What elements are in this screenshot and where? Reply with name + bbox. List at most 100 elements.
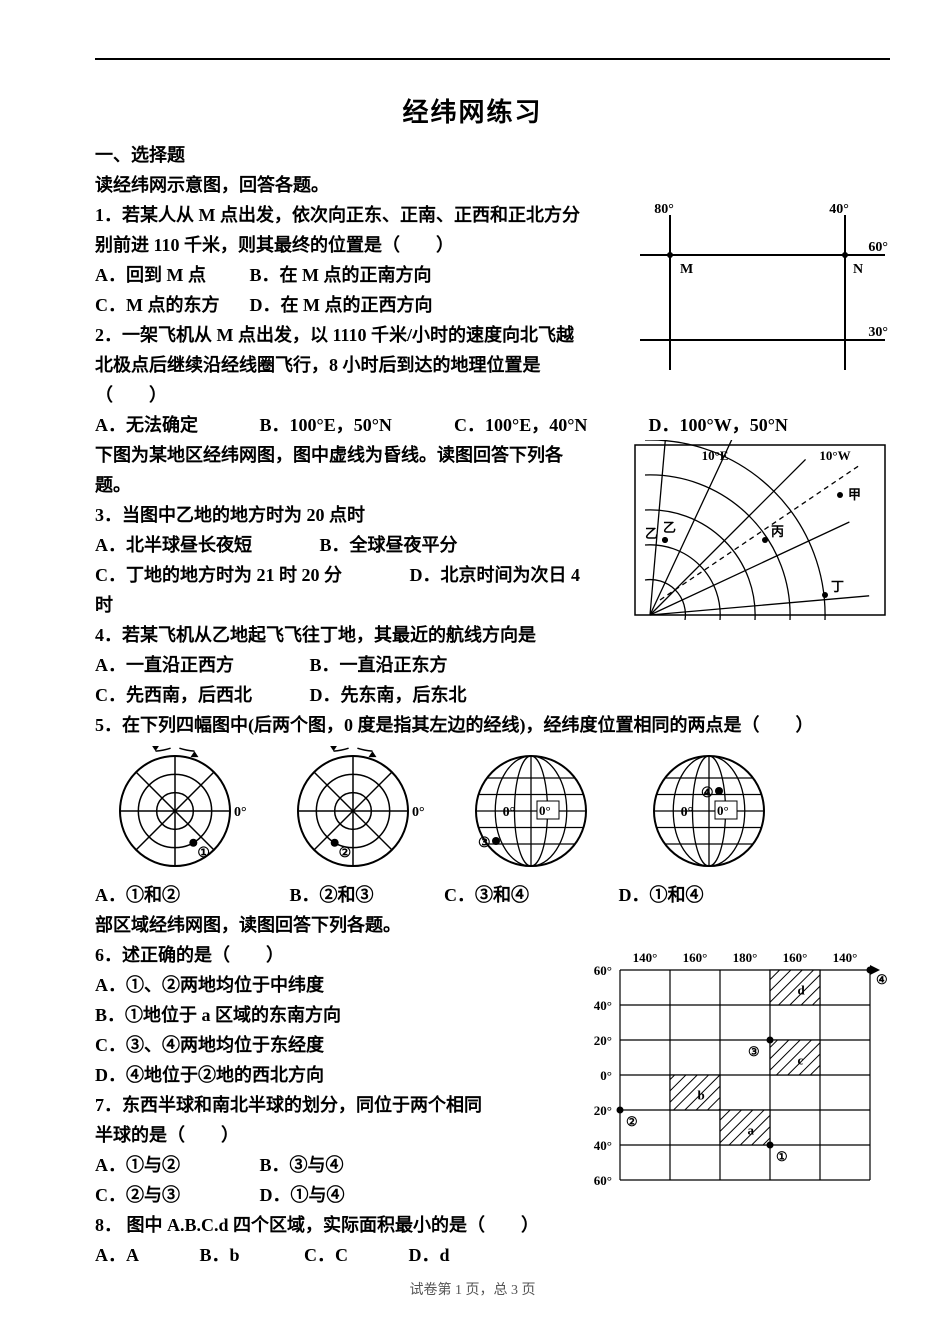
q4-optB: B．一直沿正东方	[310, 650, 448, 680]
q8-optC: C．C	[304, 1240, 404, 1270]
q1-stem-l1: 1．若某人从 M 点出发，依次向正东、正南、正西和正北方分	[95, 200, 622, 230]
q5-optD: D．①和④	[619, 880, 704, 910]
q2-optC: C．100°E，40°N	[454, 410, 644, 440]
svg-text:0°: 0°	[681, 805, 694, 820]
q2-optB: B．100°E，50°N	[260, 410, 450, 440]
q3-stem: 3．当图中乙地的地方时为 20 点时	[95, 500, 622, 530]
q5-optB: B．②和③	[290, 880, 440, 910]
q1-opts-ab: A．回到 M 点 B．在 M 点的正南方向	[95, 260, 622, 290]
figure-1: 80°40°60°30°MN	[630, 200, 890, 380]
svg-text:0°: 0°	[539, 803, 551, 818]
fig2-svg: 10°E10°W甲乙乙丙丁	[630, 440, 890, 620]
svg-text:②: ②	[339, 846, 352, 861]
figure-2: 10°E10°W甲乙乙丙丁	[630, 440, 890, 620]
q4-optA: A．一直沿正西方	[95, 650, 305, 680]
svg-text:20°: 20°	[594, 1033, 612, 1048]
q5-opts: A．①和② B．②和③ C．③和④ D．①和④	[95, 880, 890, 910]
q6-stem: 6．述正确的是（ ）	[95, 940, 552, 970]
svg-text:M: M	[680, 262, 693, 277]
q5-optA: A．①和②	[95, 880, 285, 910]
q6-optD: D．④地位于②地的西北方向	[95, 1060, 552, 1090]
grid-figure: 140°160°180°160°140°60°40°20°0°20°40°60°…	[560, 940, 890, 1200]
q3-q4-block: 下图为某地区经纬网图，图中虚线为昏线。读图回答下列各 题。 3．当图中乙地的地方…	[95, 440, 890, 620]
q4-opts-cd: C．先西南，后西北 D．先东南，后东北	[95, 680, 890, 710]
svg-text:c: c	[798, 1053, 804, 1068]
q6-optB: B．①地位于 a 区域的东南方向	[95, 1000, 552, 1030]
q3-q4-text: 下图为某地区经纬网图，图中虚线为昏线。读图回答下列各 题。 3．当图中乙地的地方…	[95, 440, 622, 620]
svg-text:80°: 80°	[654, 202, 674, 217]
svg-text:甲: 甲	[848, 487, 861, 502]
globe-figures: 0°① 0°② 0°0°③ 0°0°④	[95, 746, 890, 876]
q8-optD: D．d	[409, 1240, 450, 1270]
q6-q7-text: 6．述正确的是（ ） A．①、②两地均位于中纬度 B．①地位于 a 区域的东南方…	[95, 940, 552, 1210]
svg-text:0°: 0°	[717, 803, 729, 818]
globe-2: 0° ②	[273, 746, 433, 876]
intro2-l2: 题。	[95, 470, 622, 500]
doc-title: 经纬网练习	[0, 92, 945, 129]
svg-text:60°: 60°	[594, 963, 612, 978]
svg-text:20°: 20°	[594, 1103, 612, 1118]
q7-optC: C．②与③	[95, 1180, 255, 1210]
svg-text:160°: 160°	[783, 950, 808, 965]
svg-text:40°: 40°	[829, 202, 849, 217]
q2-optA: A．无法确定	[95, 410, 255, 440]
q2-stem-l2: 北极点后继续沿经线圈飞行，8 小时后到达的地理位置是	[95, 350, 622, 380]
q4-opts-ab: A．一直沿正西方 B．一直沿正东方	[95, 650, 890, 680]
svg-text:b: b	[698, 1088, 705, 1103]
svg-text:0°: 0°	[503, 805, 516, 820]
svg-text:丁: 丁	[831, 579, 844, 594]
q7-optD: D．①与④	[260, 1180, 345, 1210]
intro2-l1: 下图为某地区经纬网图，图中虚线为昏线。读图回答下列各	[95, 440, 622, 470]
q7-opts-ab: A．①与② B．③与④	[95, 1150, 552, 1180]
svg-text:③: ③	[748, 1044, 760, 1059]
globe-4: 0°0°④	[629, 746, 789, 876]
svg-text:N: N	[853, 262, 863, 277]
q3-optC: C．丁地的地方时为 21 时 20 分	[95, 560, 405, 590]
q1-optA: A．回到 M 点	[95, 260, 245, 290]
svg-text:0°: 0°	[234, 805, 247, 820]
svg-text:乙: 乙	[645, 526, 658, 541]
svg-text:60°: 60°	[594, 1173, 612, 1188]
q3-optB: B．全球昼夜平分	[320, 530, 458, 560]
svg-text:10°W: 10°W	[819, 448, 850, 463]
q6-q7-block: 6．述正确的是（ ） A．①、②两地均位于中纬度 B．①地位于 a 区域的东南方…	[95, 940, 890, 1210]
q7-optA: A．①与②	[95, 1150, 255, 1180]
q5-optC: C．③和④	[444, 880, 614, 910]
q6-optA: A．①、②两地均位于中纬度	[95, 970, 552, 1000]
q4-optC: C．先西南，后西北	[95, 680, 305, 710]
q8-stem: 8． 图中 A.B.C.d 四个区域，实际面积最小的是（ ）	[95, 1210, 890, 1240]
q3-optD: D．北京时间为次日 4	[410, 560, 581, 590]
svg-text:180°: 180°	[733, 950, 758, 965]
q2-opts: A．无法确定 B．100°E，50°N C．100°E，40°N D．100°W…	[95, 410, 890, 440]
q3-opts-ab: A．北半球昼长夜短 B．全球昼夜平分	[95, 530, 622, 560]
q1-opts-cd: C．M 点的东方 D．在 M 点的正西方向	[95, 290, 622, 320]
top-rule	[95, 58, 890, 60]
intro-3: 部区域经纬网图，读图回答下列各题。	[95, 910, 890, 940]
svg-text:①: ①	[197, 846, 210, 861]
svg-text:160°: 160°	[683, 950, 708, 965]
svg-text:④: ④	[876, 972, 888, 987]
section-heading: 一、选择题	[95, 140, 890, 170]
svg-text:②: ②	[626, 1114, 638, 1129]
q4-optD: D．先东南，后东北	[310, 680, 467, 710]
grid-svg: 140°160°180°160°140°60°40°20°0°20°40°60°…	[560, 940, 890, 1200]
q2-optD: D．100°W，50°N	[649, 410, 788, 440]
svg-text:40°: 40°	[594, 998, 612, 1013]
q6-optC: C．③、④两地均位于东经度	[95, 1030, 552, 1060]
svg-text:a: a	[748, 1123, 755, 1138]
svg-text:40°: 40°	[594, 1138, 612, 1153]
svg-text:0°: 0°	[412, 805, 425, 820]
content-area: 一、选择题 读经纬网示意图，回答各题。 1．若某人从 M 点出发，依次向正东、正…	[95, 140, 890, 1270]
q8-optA: A．A	[95, 1240, 195, 1270]
q8-opts: A．A B．b C．C D．d	[95, 1240, 890, 1270]
q2-stem-l3: （ ）	[95, 380, 622, 410]
q1-stem-l2: 别前进 110 千米，则其最终的位置是（ ）	[95, 230, 622, 260]
globe-1: 0° ①	[95, 746, 255, 876]
q7-stem-l1: 7．东西半球和南北半球的划分，同位于两个相同	[95, 1090, 552, 1120]
svg-text:d: d	[798, 983, 806, 998]
fig1-svg: 80°40°60°30°MN	[630, 200, 890, 380]
q7-opts-cd: C．②与③ D．①与④	[95, 1180, 552, 1210]
q1-optC: C．M 点的东方	[95, 290, 245, 320]
svg-text:③: ③	[478, 836, 491, 851]
q8-optB: B．b	[200, 1240, 300, 1270]
